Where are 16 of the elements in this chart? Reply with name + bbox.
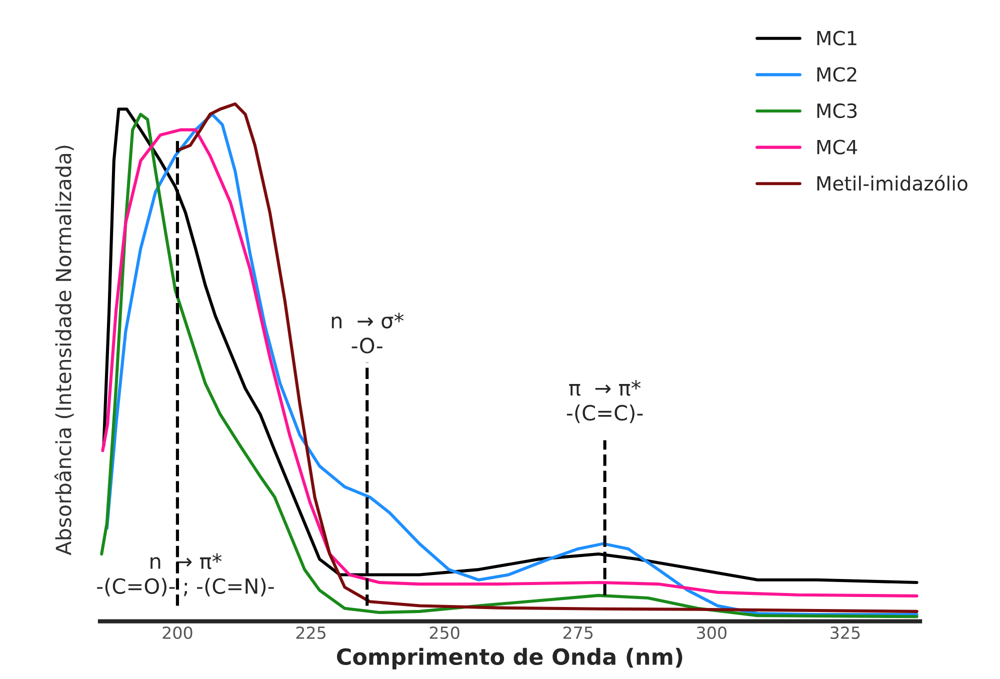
legend-label: MC3 [817, 103, 857, 118]
x-tick-label: 300 [697, 626, 726, 640]
legend-label: Metil-imidazólio [817, 174, 968, 191]
legend-label: MC2 [817, 67, 856, 82]
x-axis-title: Comprimento de Onda (nm) [336, 648, 682, 670]
x-tick-label: 250 [430, 626, 460, 640]
x-tick-label: 225 [296, 626, 326, 640]
x-tick-label: 200 [162, 626, 192, 640]
ref-line-label: n → σ* -O- [332, 312, 404, 354]
x-tick-label: 325 [830, 626, 860, 640]
ref-line-label: n → π* -(C=O)- ; -(C=N)- [97, 553, 274, 596]
legend-label: MC4 [817, 140, 858, 154]
ref-line-label: π → π* -(C=C)- [566, 380, 643, 424]
x-tick-label: 275 [563, 626, 593, 640]
legend-label: MC1 [817, 30, 856, 46]
y-axis-title: Absorbância (Intensidade Normalizada) [54, 146, 74, 556]
